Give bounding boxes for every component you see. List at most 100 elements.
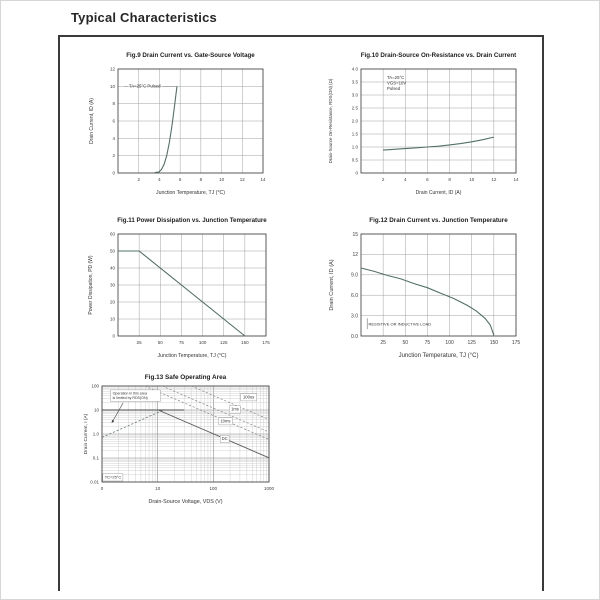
y-axis-label: Drain Current, I (A): [83, 413, 89, 454]
y-tick-label: 0: [112, 171, 115, 176]
annotation-text: Pulsed: [387, 86, 401, 91]
plot-frame: [101, 385, 270, 483]
fig11-plot-canvas: 25 50 75 100 125 150 175 0 10 20 30 40 50 60 Fig.11 Po…: [88, 217, 270, 359]
x-tick-label: 12: [240, 177, 246, 182]
x-tick-label: 125: [220, 340, 228, 345]
x-tick-label: 2: [137, 177, 140, 182]
y-tick-label: 30: [110, 283, 116, 288]
y-axis-label: Drain Current, ID (A): [89, 98, 95, 144]
x-tick-label: 10: [469, 177, 475, 182]
y-tick-label: 100: [91, 384, 99, 389]
chart-title: Fig.13 Safe Operating Area: [145, 374, 227, 381]
y-tick-label: 2.0: [352, 119, 359, 124]
x-tick-label: 8: [448, 177, 451, 182]
x-tick-label: 2: [382, 177, 385, 182]
fig12-plot-canvas: RESISTIVE OR INDUCTIVE LOAD 25 50 75 100 125 1…: [329, 217, 521, 359]
chart-fig13-safe-operating-area: Operation in this area is limited by RDS(…: [79, 371, 304, 516]
annotation-text: 100us: [243, 395, 254, 400]
chart-title: Fig.10 Drain-Source On-Resistance vs. Dr…: [361, 52, 516, 59]
x-axis-label: Drain Current, ID (A): [416, 190, 462, 196]
y-tick-label: 0.0: [351, 334, 358, 340]
x-tick-label: 6: [426, 177, 429, 182]
annotation-text: TA=25°C: [387, 75, 404, 80]
annotation-text: TC=25°C: [105, 475, 122, 480]
annotation-text: DC: [222, 436, 228, 441]
x-tick-label: 175: [512, 340, 521, 346]
rdson-limit-line: [101, 409, 165, 438]
y-tick-label: 2.5: [352, 106, 359, 111]
dc-line: [157, 409, 270, 459]
pulse-100us-line: [191, 385, 270, 420]
y-tick-label: 0.5: [352, 158, 359, 163]
annotation-text: RESISTIVE OR INDUCTIVE LOAD: [369, 321, 432, 326]
id-derating-curve: [360, 267, 495, 336]
y-tick-label: 1.0: [93, 432, 100, 437]
chart-fig12-drain-current-vs-junction-temperature: RESISTIVE OR INDUCTIVE LOAD 25 50 75 100 125 1…: [323, 211, 548, 371]
x-tick-label: 14: [260, 177, 266, 182]
x-axis-label: Junction Temperature, TJ (°C): [156, 190, 225, 196]
annotation-box: [240, 393, 257, 402]
y-axis-label: Drain Current, ID (A): [329, 259, 335, 310]
y-tick-label: 3.0: [352, 93, 359, 98]
y-tick-label: 2: [112, 153, 115, 158]
annotation-text: VGS=10V: [387, 81, 406, 86]
y-tick-label: 4.0: [352, 67, 359, 72]
x-tick-label: 1000: [264, 486, 275, 491]
x-tick-label: 100: [445, 340, 454, 346]
y-tick-label: 12: [110, 67, 116, 72]
plot-frame: [117, 233, 267, 337]
y-tick-label: 0.01: [90, 480, 99, 485]
y-tick-label: 9.0: [351, 273, 358, 279]
x-tick-label: 100: [199, 340, 207, 345]
x-tick-label: 6: [179, 177, 182, 182]
y-axis-label: Power Dissipation, PD (W): [88, 255, 94, 315]
y-tick-label: 4: [112, 136, 115, 141]
plot-frame: [117, 68, 264, 174]
y-tick-label: 3.5: [352, 80, 359, 85]
y-tick-label: 6.0: [351, 293, 358, 299]
x-axis-label: Drain-Source Voltage, VDS (V): [148, 499, 222, 505]
y-tick-label: 8: [112, 101, 115, 106]
x-tick-label: 50: [158, 340, 164, 345]
y-tick-label: 1.5: [352, 132, 359, 137]
fig9-plot-canvas: TA=25°C Pulsed 2 4 6 8 10 12 14 0 2 4 6 8 10 12 Fig.9 D…: [89, 52, 266, 196]
y-tick-label: 12: [352, 252, 358, 258]
x-tick-label: 4: [404, 177, 407, 182]
annotation-text: TA=25°C Pulsed: [129, 84, 161, 89]
y-axis-label: Drain-Source On-Resistance, RDS(ON) (Ω): [328, 78, 333, 163]
plot-frame: [360, 233, 517, 337]
annotation-arrow: [111, 402, 124, 424]
x-tick-label: 8: [200, 177, 203, 182]
y-tick-label: 10: [110, 84, 116, 89]
x-tick-label: 10: [219, 177, 225, 182]
y-tick-label: 3.0: [351, 313, 358, 319]
y-tick-label: 1.0: [352, 145, 359, 150]
y-tick-label: 40: [110, 266, 116, 271]
x-tick-label: 75: [425, 340, 431, 346]
x-tick-label: 4: [158, 177, 161, 182]
x-axis-label: Junction Temperature, TJ (°C): [399, 353, 479, 359]
x-tick-label: 150: [490, 340, 499, 346]
rdson-vs-id-curve: [383, 136, 495, 151]
arrowhead-icon: [111, 419, 115, 423]
y-tick-label: 0: [112, 334, 115, 339]
y-tick-label: 15: [352, 232, 358, 238]
x-axis-label: Junction Temperature, TJ (°C): [157, 353, 226, 359]
pulse-1ms-line: [161, 385, 270, 433]
chart-fig10-on-resistance-vs-drain-current: TA=25°C VGS=10V Pulsed 2 4 6 8 10 12 14 0 0.5 1.0 1.5…: [323, 46, 548, 206]
annotation-text: is limited by RDS(ON): [113, 396, 148, 400]
chart-title: Fig.12 Drain Current vs. Junction Temper…: [369, 217, 508, 224]
x-tick-label: 10: [155, 486, 161, 491]
chart-title: Fig.11 Power Dissipation vs. Junction Te…: [117, 217, 267, 224]
y-tick-label: 0.1: [93, 456, 100, 461]
annotation-box: [110, 389, 161, 402]
y-tick-label: 0: [355, 171, 358, 176]
plot-frame: [360, 68, 517, 174]
annotation-box: [229, 405, 241, 414]
x-tick-label: 150: [241, 340, 249, 345]
x-tick-label: 75: [179, 340, 185, 345]
chart-fig9-drain-current-vs-gate-source-voltage: TA=25°C Pulsed 2 4 6 8 10 12 14 0 2 4 6 8 10 12 Fig.9 D…: [79, 46, 304, 206]
